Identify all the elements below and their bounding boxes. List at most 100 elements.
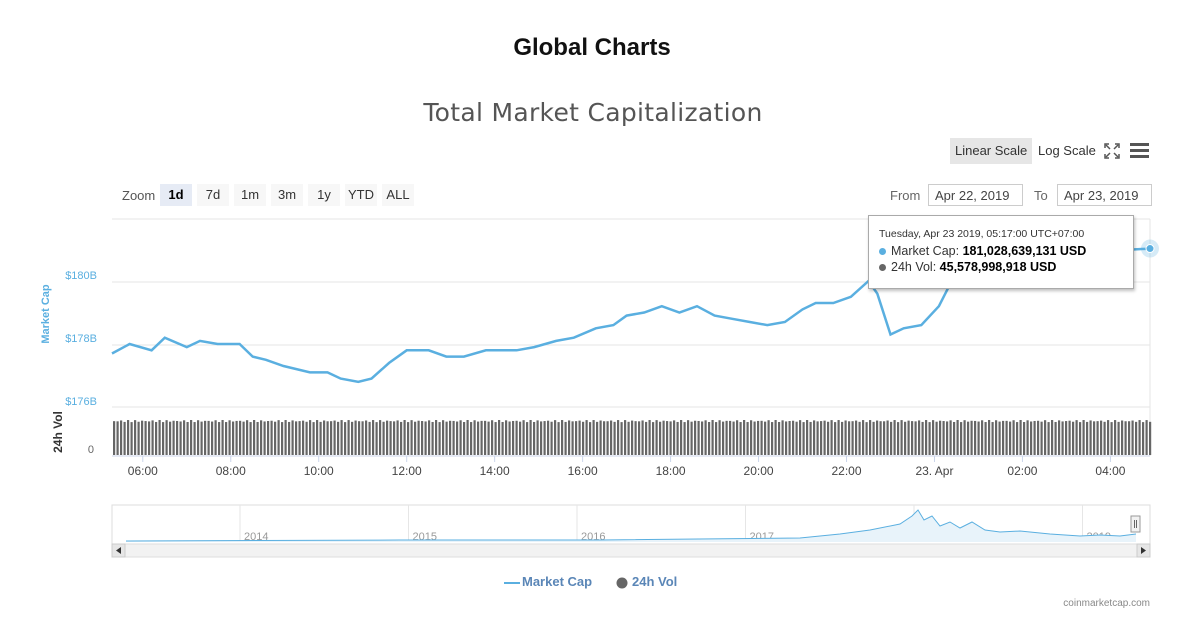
volume-bar [578, 420, 581, 455]
volume-bar [886, 420, 889, 455]
volume-bar [1061, 421, 1064, 455]
volume-bar [1012, 420, 1015, 455]
tooltip-header: Tuesday, Apr 23 2019, 05:17:00 UTC+07:00 [879, 228, 1085, 240]
volume-bar [284, 420, 287, 455]
hamburger-menu-icon[interactable] [1129, 141, 1151, 159]
volume-bar [1096, 421, 1099, 455]
legend-volume[interactable]: 24h Vol [616, 574, 677, 589]
volume-bar [760, 420, 763, 455]
volume-bar [774, 420, 777, 455]
volume-bar [281, 422, 284, 455]
zoom-button-1y[interactable]: 1y [308, 184, 340, 206]
volume-bar [1054, 421, 1057, 455]
fullscreen-icon[interactable] [1102, 141, 1122, 161]
volume-bar [764, 421, 767, 455]
volume-bar [967, 421, 970, 455]
zoom-button-3m[interactable]: 3m [271, 184, 303, 206]
volume-bar [1040, 421, 1043, 455]
volume-bar [918, 420, 921, 455]
volume-bar [330, 421, 333, 455]
volume-bar [750, 420, 753, 455]
volume-bar [484, 420, 487, 455]
volume-bar [543, 421, 546, 455]
volume-bar [932, 420, 935, 455]
volume-bar [183, 420, 186, 455]
volume-bar [1124, 421, 1127, 455]
volume-bar [445, 421, 448, 455]
volume-bar [382, 421, 385, 455]
volume-bar [788, 421, 791, 455]
volume-bar [1121, 420, 1124, 455]
volume-bar [1128, 421, 1131, 455]
volume-bar [956, 420, 959, 455]
x-tick-label: 08:00 [216, 464, 246, 478]
volume-bar [925, 420, 928, 455]
volume-bar [113, 421, 116, 455]
volume-bar [641, 420, 644, 455]
volume-bar [204, 420, 207, 455]
volume-bar [393, 421, 396, 455]
volume-bar [522, 420, 525, 455]
volume-bar [414, 421, 417, 455]
volume-bar [830, 420, 833, 455]
volume-bar [424, 421, 427, 455]
volume-bar [858, 421, 861, 455]
volume-bar [498, 420, 501, 455]
volume-bar [487, 421, 490, 455]
volume-bar [389, 421, 392, 455]
volume-bar [435, 420, 438, 455]
volume-bar [1131, 420, 1134, 455]
zoom-button-all[interactable]: ALL [382, 184, 414, 206]
volume-bar [977, 421, 980, 455]
volume-bar [589, 422, 592, 455]
volume-bar [865, 422, 868, 455]
x-tick-label: 04:00 [1095, 464, 1125, 478]
volume-bar [834, 422, 837, 455]
volume-bar [1023, 422, 1026, 455]
volume-bar [624, 420, 627, 455]
y-tick-label: $178B [65, 333, 97, 345]
volume-bar [421, 421, 424, 455]
volume-bar [753, 421, 756, 455]
volume-bar [144, 421, 147, 455]
market-cap-line [111, 247, 1151, 384]
log-scale-button[interactable]: Log Scale [1038, 143, 1096, 158]
zoom-button-ytd[interactable]: YTD [345, 184, 377, 206]
from-date-input[interactable]: Apr 22, 2019 [928, 184, 1023, 206]
credits-link[interactable]: coinmarketcap.com [1063, 598, 1150, 609]
volume-bar [176, 420, 179, 455]
linear-scale-button[interactable]: Linear Scale [950, 138, 1033, 164]
volume-bar [862, 420, 865, 455]
volume-bar [820, 421, 823, 455]
zoom-button-7d[interactable]: 7d [197, 184, 229, 206]
navigator-area [126, 510, 1136, 542]
zoom-button-1d[interactable]: 1d [160, 184, 192, 206]
volume-bar [722, 421, 725, 455]
volume-bar [666, 421, 669, 455]
volume-dot-icon [879, 264, 886, 272]
chart-tooltip: Tuesday, Apr 23 2019, 05:17:00 UTC+07:00… [868, 215, 1134, 289]
legend-market-cap[interactable]: Market Cap [504, 574, 592, 589]
to-date-input[interactable]: Apr 23, 2019 [1057, 184, 1152, 206]
x-tick-label: 02:00 [1007, 464, 1037, 478]
volume-bar [879, 421, 882, 455]
x-tick-label: 16:00 [568, 464, 598, 478]
volume-bar [256, 421, 259, 455]
volume-bar [316, 420, 319, 455]
volume-bar [851, 421, 854, 455]
volume-bar [802, 422, 805, 455]
volume-bar [386, 420, 389, 455]
volume-bar [1009, 421, 1012, 455]
zoom-button-1m[interactable]: 1m [234, 184, 266, 206]
volume-bar [645, 421, 648, 455]
volume-bar [561, 420, 564, 455]
volume-bar [841, 421, 844, 455]
volume-bar [123, 421, 126, 455]
volume-bar [473, 420, 476, 455]
volume-bar [491, 420, 494, 455]
volume-bar [354, 420, 357, 455]
volume-bar [165, 420, 168, 455]
volume-bar [1149, 421, 1152, 455]
volume-bar [127, 420, 130, 455]
